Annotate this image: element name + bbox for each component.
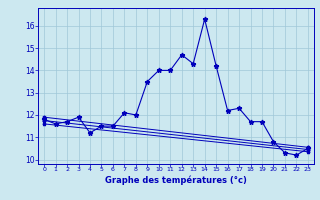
X-axis label: Graphe des températures (°c): Graphe des températures (°c) [105,175,247,185]
